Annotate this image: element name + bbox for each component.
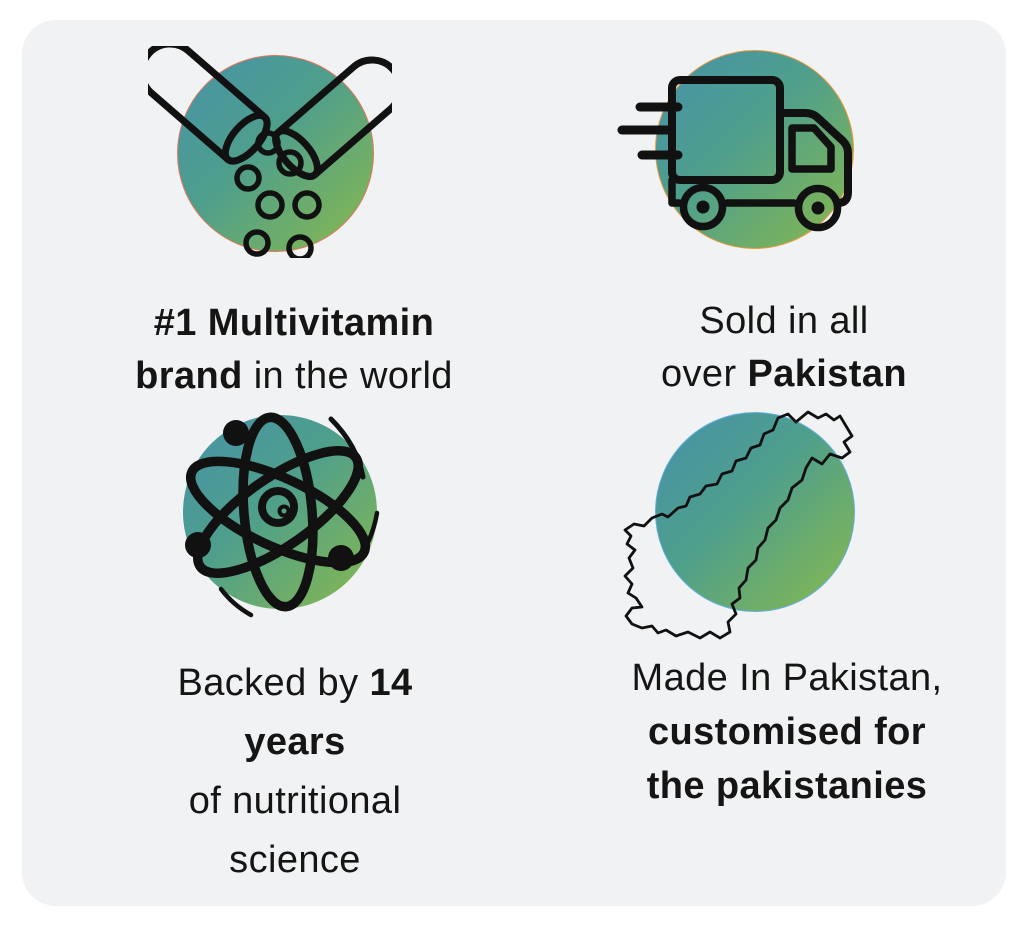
feature-caption: Backed by 14 years of nutritional scienc…	[75, 654, 515, 890]
feature-card: #1 Multivitamin brand in the world	[22, 20, 1006, 906]
caption-line: years	[75, 713, 515, 772]
caption-segment: 14	[369, 662, 413, 704]
capsule-pills-icon	[148, 46, 392, 258]
delivery-truck-icon	[617, 76, 852, 232]
caption-segment: brand	[135, 355, 243, 397]
caption-line: science	[75, 831, 515, 890]
caption-segment: Made In Pakistan,	[631, 657, 943, 699]
caption-segment: in the world	[242, 355, 453, 397]
caption-line: over Pakistan	[564, 348, 1004, 401]
caption-segment: customised for	[648, 711, 926, 753]
caption-line: Sold in all	[564, 295, 1004, 348]
feature-caption: #1 Multivitamin brand in the world	[74, 297, 514, 403]
caption-segment: the pakistanies	[646, 765, 928, 807]
feature-caption: Sold in all over Pakistan	[564, 295, 1004, 401]
caption-line: the pakistanies	[567, 759, 1007, 813]
atom-icon	[185, 412, 380, 618]
caption-line: of nutritional	[75, 772, 515, 831]
caption-line: Made In Pakistan,	[567, 651, 1007, 705]
caption-segment: over	[661, 353, 748, 395]
caption-segment: years	[244, 721, 346, 763]
caption-line: brand in the world	[74, 350, 514, 403]
feature-caption: Made In Pakistan, customised for the pak…	[567, 651, 1007, 813]
caption-segment: of nutritional	[188, 780, 402, 822]
pakistan-map-icon	[623, 410, 854, 640]
caption-line: customised for	[567, 705, 1007, 759]
caption-segment: Pakistan	[747, 353, 907, 395]
caption-segment: Sold in all	[699, 300, 869, 342]
caption-line: #1 Multivitamin	[74, 297, 514, 350]
caption-segment: science	[229, 839, 361, 881]
caption-segment: #1 Multivitamin	[153, 302, 435, 344]
caption-line: Backed by 14	[75, 654, 515, 713]
caption-segment: Backed by	[177, 662, 370, 704]
